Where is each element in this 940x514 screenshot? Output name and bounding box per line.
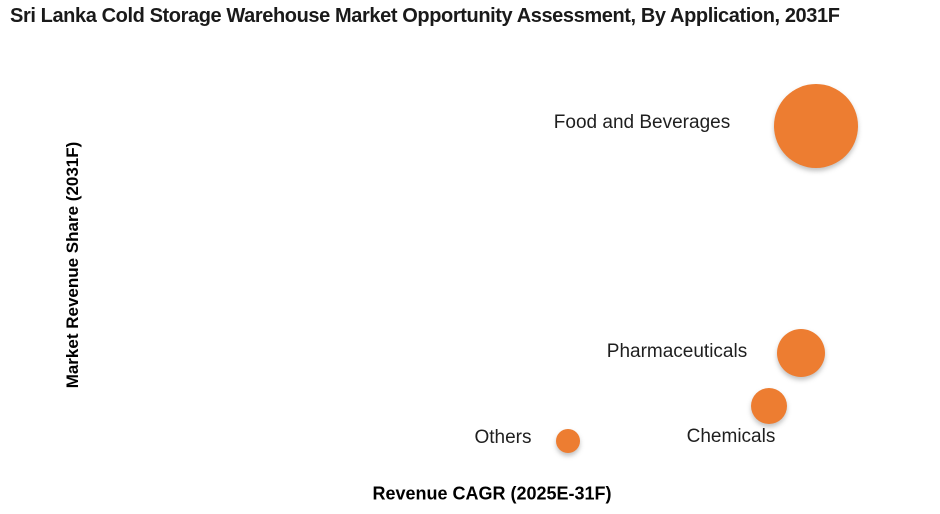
- bubble-label-others: Others: [474, 427, 532, 448]
- chart-title: Sri Lanka Cold Storage Warehouse Market …: [10, 5, 840, 27]
- bubble-food-and-beverages: [774, 84, 858, 168]
- bubble-chemicals: [751, 388, 787, 424]
- bubble-label-food-and-beverages: Food and Beverages: [553, 112, 731, 133]
- x-axis-label: Revenue CAGR (2025E-31F): [372, 483, 612, 504]
- bubble-others: [556, 429, 580, 453]
- bubble-label-pharmaceuticals: Pharmaceuticals: [606, 341, 748, 362]
- bubble-label-chemicals: Chemicals: [686, 426, 776, 447]
- bubble-pharmaceuticals: [777, 329, 825, 377]
